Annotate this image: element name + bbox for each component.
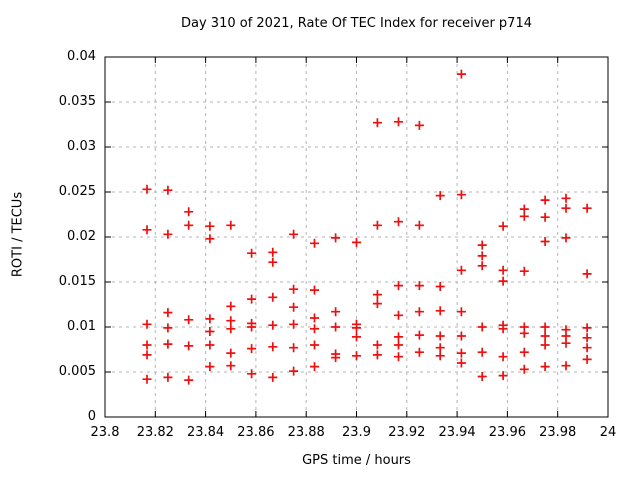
y-tick-label: 0.01 [67,319,96,334]
y-tick-label: 0.035 [58,94,96,109]
x-tick-label: 23.84 [186,425,225,440]
scatter-plus-markers [142,69,592,385]
y-tick-label: 0.025 [58,184,96,199]
x-tick-label: 23.96 [488,425,526,440]
chart-title: Day 310 of 2021, Rate Of TEC Index for r… [181,16,532,31]
y-tick-label: 0.04 [67,49,96,64]
x-tick-label: 24 [599,425,617,440]
x-tick-label: 23.9 [342,425,371,440]
y-tick-label: 0 [87,409,96,424]
y-tick-label: 0.005 [58,364,96,379]
x-tick-label: 23.8 [90,425,120,440]
x-tick-label: 23.92 [388,425,426,440]
x-tick-label: 23.82 [136,425,174,440]
y-tick-label: 0.015 [58,274,96,289]
x-tick-label: 23.86 [237,425,275,440]
x-tick-label: 23.88 [287,425,325,440]
x-tick-label: 23.94 [438,425,476,440]
x-tick-label: 23.98 [539,425,577,440]
x-axis-label: GPS time / hours [302,453,411,468]
y-tick-label: 0.03 [67,139,96,154]
y-tick-label: 0.02 [67,229,96,244]
